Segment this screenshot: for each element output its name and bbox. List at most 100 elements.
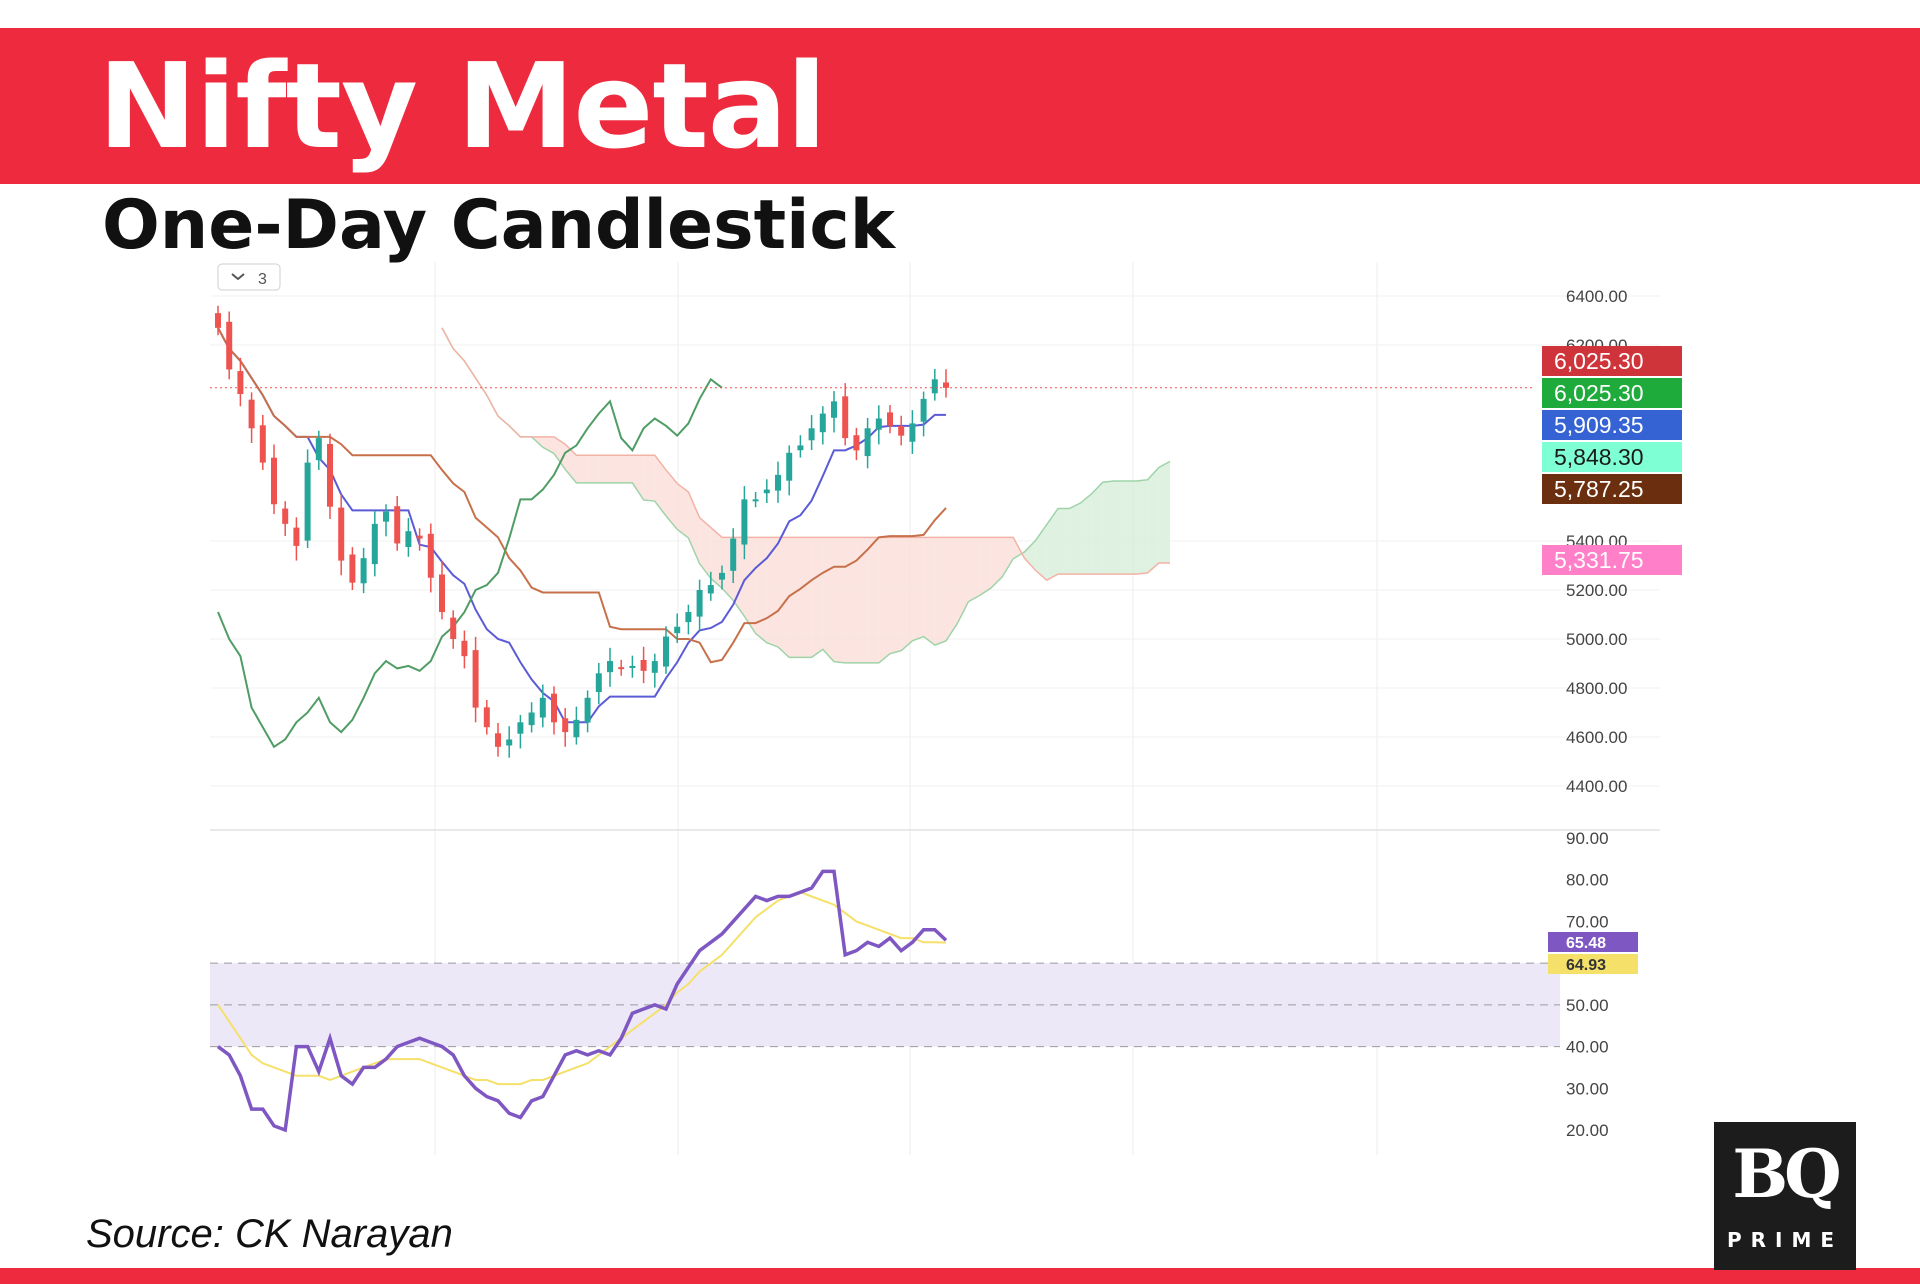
rsi-tick-label: 30.00	[1566, 1079, 1609, 1098]
cloud-segment	[934, 537, 946, 646]
candle-body	[327, 443, 333, 507]
cloud-segment	[1035, 524, 1047, 581]
cloud-segment	[554, 436, 566, 470]
rsi-panel	[210, 869, 1560, 1133]
candle-body	[797, 445, 804, 451]
price-tag-background	[1542, 410, 1682, 440]
cloud-segment	[1080, 493, 1092, 575]
source-credit: Source: CK Narayan	[86, 1212, 453, 1256]
cloud-segment	[789, 537, 801, 658]
candle-body	[551, 693, 557, 723]
cloud-segment	[744, 537, 756, 634]
cloud-segment	[822, 537, 834, 662]
candle-body	[472, 650, 479, 708]
cloud-segment	[1147, 467, 1159, 573]
cloud-segment	[1002, 537, 1014, 578]
candle-body	[506, 739, 513, 746]
candle-body	[293, 527, 300, 546]
rsi-tag-background	[1548, 954, 1638, 974]
candle-body	[450, 617, 457, 639]
candle-body	[842, 396, 849, 439]
candle-body	[439, 574, 445, 613]
candle-body	[808, 428, 815, 441]
cloud-segment	[845, 537, 857, 663]
price-tag: 5,787.25	[1542, 474, 1682, 504]
candle-body	[271, 457, 277, 505]
price-tick-label: 5200.00	[1566, 581, 1627, 600]
indicator-badge[interactable]: 3	[217, 263, 281, 291]
cloud-segment	[1046, 508, 1058, 581]
candle-body	[920, 398, 927, 422]
price-tick-label: 4600.00	[1566, 728, 1627, 747]
candle-body	[517, 722, 524, 734]
price-tag-background	[1542, 442, 1682, 472]
candle-body	[909, 423, 916, 442]
candle-body	[483, 707, 490, 728]
price-tag: 6,025.30	[1542, 378, 1682, 408]
candle-body	[719, 572, 725, 580]
candle-body	[730, 538, 737, 571]
price-tag-label: 5,909.35	[1554, 412, 1644, 438]
cloud-segment	[542, 436, 554, 454]
cloud-segment	[610, 455, 622, 483]
cloud-segment	[598, 455, 610, 483]
price-tag-label: 6,025.30	[1554, 380, 1644, 406]
footer-band	[0, 1268, 1920, 1284]
candle-body	[775, 474, 781, 491]
candle-body	[707, 585, 714, 594]
cloud-segment	[867, 537, 879, 663]
cloud-segment	[856, 537, 868, 663]
page-title: Nifty Metal	[98, 37, 827, 175]
candle-body	[763, 489, 770, 494]
cloud-segment	[901, 537, 913, 651]
candle-body	[831, 401, 837, 418]
candle-body	[371, 523, 378, 565]
candle-body	[674, 626, 681, 634]
logo-subtext: PRIME	[1726, 1228, 1844, 1252]
price-tick-label: 4400.00	[1566, 777, 1627, 796]
cloud-segment	[688, 492, 700, 564]
chevron-down-icon	[231, 273, 245, 281]
candle-body	[663, 636, 669, 667]
rsi-tag-label: 65.48	[1566, 935, 1606, 952]
price-tick-label: 4800.00	[1566, 679, 1627, 698]
cloud-segment	[677, 483, 689, 538]
cloud-segment	[576, 455, 588, 483]
cloud-segment	[654, 455, 666, 516]
price-tag: 6,025.30	[1542, 346, 1682, 376]
cloud-segment	[800, 537, 812, 658]
rsi-tick-label: 40.00	[1566, 1038, 1609, 1057]
cloud-segment	[699, 517, 711, 579]
rsi-tick-label: 70.00	[1566, 912, 1609, 931]
candle-body	[338, 507, 345, 561]
price-axis: 6400.006200.005400.005200.005000.004800.…	[1566, 287, 1627, 796]
candle-body	[629, 665, 636, 668]
candle-body	[528, 712, 535, 726]
price-tick-label: 6400.00	[1566, 287, 1627, 306]
candle-body	[416, 535, 423, 539]
candle-body	[853, 435, 860, 451]
candle-body	[360, 558, 367, 584]
candle-body	[685, 612, 692, 623]
cloud-segment	[957, 537, 969, 624]
cloud-segment	[923, 537, 935, 646]
candle-body	[315, 438, 322, 461]
price-tag-label: 5,787.25	[1554, 476, 1644, 502]
candle-body	[461, 640, 468, 657]
candle-body	[383, 511, 389, 522]
rsi-axis: 90.0080.0070.0060.0050.0040.0030.0020.00…	[1548, 829, 1638, 1140]
cloud-segment	[1114, 480, 1126, 575]
cloud-segment	[632, 455, 644, 500]
cloud-segment	[912, 537, 924, 641]
leading-span-a	[441, 327, 1171, 664]
chart-subtitle: One-Day Candlestick	[102, 186, 895, 265]
cloud-segment	[621, 455, 633, 483]
candle-body	[898, 426, 905, 436]
candlesticks	[210, 305, 1535, 758]
candle-body	[584, 697, 591, 723]
candle-body	[405, 531, 412, 548]
base-line	[217, 327, 947, 664]
candle-body	[931, 379, 938, 394]
candle-body	[864, 428, 871, 457]
